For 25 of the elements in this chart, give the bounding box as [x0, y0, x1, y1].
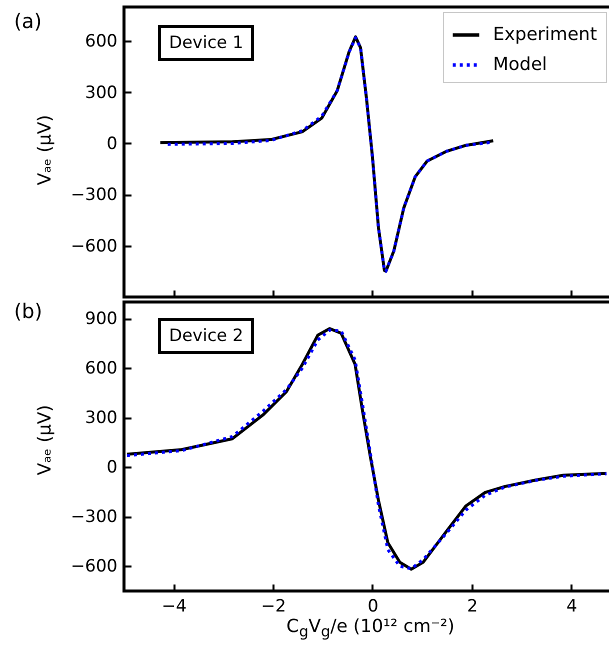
y-tick-label: −600: [70, 236, 118, 256]
x-tick-label: 4: [566, 596, 578, 616]
x-tick-label: −4: [162, 596, 187, 616]
x-axis-title: C$_{g}$V$_{g}$/e (10¹² cm⁻²): [286, 616, 455, 641]
y-tick-label: 300: [85, 82, 118, 103]
x-tick-label: −2: [261, 596, 286, 616]
x-tick-label: 2: [466, 596, 478, 616]
y-tick-label: −300: [70, 507, 118, 528]
y-tick-label: −600: [70, 556, 118, 577]
annotation: Device 2: [158, 318, 254, 354]
y-axis-title: Vₐₑ (μV): [34, 114, 56, 186]
x-tick-label: 0: [368, 596, 378, 616]
legend-label: Model: [493, 54, 548, 75]
y-axis-title: Vₐₑ (μV): [34, 404, 56, 475]
y-tick-label: 600: [85, 358, 118, 379]
text: (b): [14, 299, 42, 323]
legend-label: Experiment: [493, 24, 598, 45]
text: (a): [14, 9, 42, 33]
y-tick-label: −300: [70, 185, 118, 206]
y-tick-label: 0: [106, 134, 118, 154]
y-tick-label: 600: [85, 32, 118, 52]
y-tick-label: 0: [106, 458, 118, 478]
y-tick-label: 900: [85, 309, 118, 330]
annotation: Device 1: [158, 25, 254, 61]
y-tick-label: 300: [85, 408, 118, 428]
